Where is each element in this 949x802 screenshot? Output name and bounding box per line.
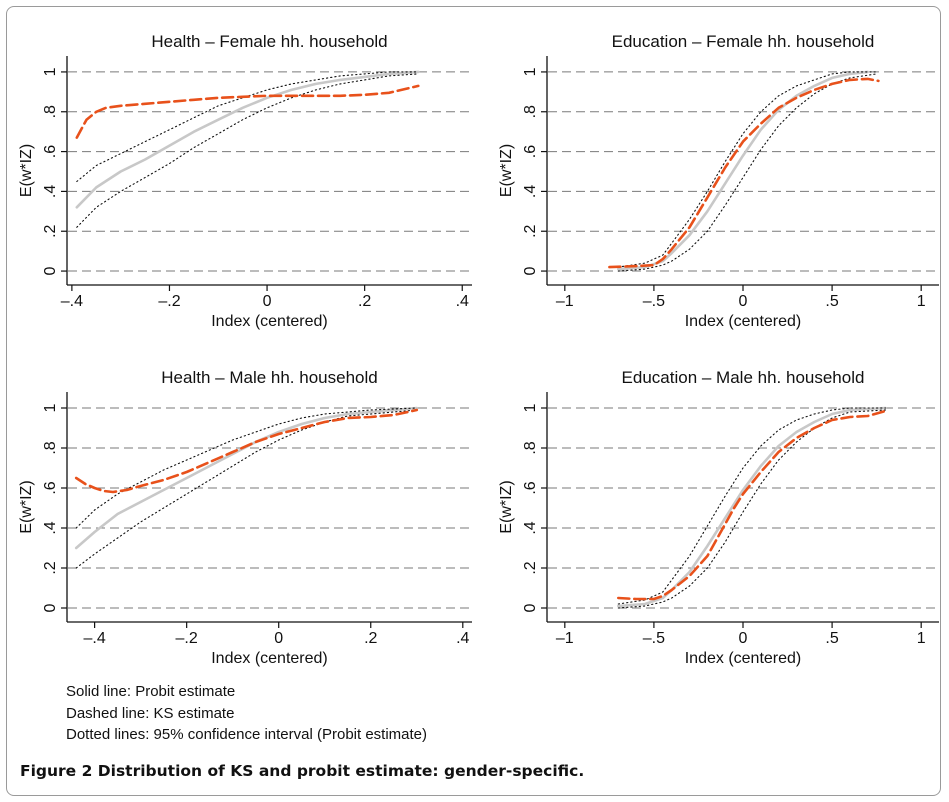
x-tick-label: .5 [825, 293, 838, 310]
x-tick-label: –.4 [83, 630, 105, 647]
x-tick-label: –.2 [176, 630, 198, 647]
y-axis-label: E(w*IZ) [18, 144, 35, 197]
chart-title: Education – Female hh. household [612, 32, 875, 51]
y-tick-label: .6 [522, 145, 539, 158]
x-tick-label: 0 [739, 293, 748, 310]
chart-title: Education – Male hh. household [622, 368, 865, 387]
ci-line-1 [76, 71, 419, 183]
ci-line-1 [617, 71, 878, 268]
x-axis-label: Index (centered) [211, 650, 328, 667]
y-tick-label: .8 [42, 441, 59, 454]
ks-line [74, 408, 419, 494]
note-dotted-lines: Dotted lines: 95% confidence interval (P… [66, 726, 428, 743]
y-tick-label: .4 [42, 185, 59, 198]
x-tick-label: .5 [825, 630, 838, 647]
x-tick-label: –1 [556, 630, 574, 647]
ci-line-2 [75, 409, 418, 569]
figure-frame [6, 6, 941, 796]
y-tick-label: .8 [522, 441, 539, 454]
y-tick-label: 1 [42, 403, 59, 412]
chart-title: Health – Male hh. household [161, 368, 377, 387]
y-tick-label: 1 [522, 403, 539, 412]
x-tick-label: 1 [917, 630, 926, 647]
x-tick-label: –.4 [61, 293, 83, 310]
ci-line-2 [617, 409, 887, 609]
y-tick-label: .8 [522, 105, 539, 118]
y-tick-label: .6 [42, 145, 59, 158]
ks-line [616, 409, 887, 601]
chart-panel-2: Education – Female hh. household 0 .2 .4 .6.… [498, 32, 939, 330]
y-tick-label: .2 [42, 224, 59, 237]
x-tick-label: –.2 [158, 293, 180, 310]
chart-panel-3: Health – Male hh. household 0 .2 .4 .6 .8 1 –.4… [18, 368, 472, 667]
ci-line-1 [617, 407, 887, 605]
ks-line [75, 84, 420, 139]
y-tick-label: .2 [522, 561, 539, 574]
x-axis-label: Index (centered) [685, 313, 802, 330]
y-tick-label: 0 [522, 267, 539, 276]
probit-line [616, 70, 870, 271]
y-tick-label: 1 [42, 67, 59, 76]
probit-line [75, 70, 420, 209]
y-tick-label: 0 [42, 603, 59, 612]
y-axis-label: E(w*IZ) [498, 144, 515, 197]
ci-line-2 [76, 73, 419, 228]
x-tick-label: .4 [456, 293, 469, 310]
ci-line-1 [75, 407, 418, 529]
x-tick-label: 0 [739, 630, 748, 647]
figure-caption: Figure 2 Distribution of KS and probit e… [20, 762, 585, 780]
chart-panel-4: Education – Male hh. household 0 .2 .4 .6 .8 1… [498, 368, 939, 667]
y-tick-label: 1 [522, 67, 539, 76]
y-tick-label: .8 [42, 105, 59, 118]
chart-title: Health – Female hh. household [151, 32, 387, 51]
ci-line-2 [617, 73, 878, 272]
y-tick-label: .6 [522, 481, 539, 494]
x-tick-label: 0 [263, 293, 272, 310]
y-tick-label: 0 [42, 267, 59, 276]
note-solid-line: Solid line: Probit estimate [66, 683, 236, 700]
y-tick-label: .6 [42, 481, 59, 494]
chart-panel-1: Health – Female hh. household 0 .2 .4 .6 .8 1 –… [18, 32, 472, 330]
y-axis-label: E(w*IZ) [498, 480, 515, 533]
probit-line [74, 406, 419, 550]
x-tick-label: –1 [556, 293, 574, 310]
x-tick-label: .4 [456, 630, 469, 647]
probit-line [616, 406, 887, 608]
y-tick-label: .4 [522, 185, 539, 198]
y-axis-label: E(w*IZ) [18, 480, 35, 533]
y-tick-label: .2 [522, 224, 539, 237]
x-tick-label: 0 [274, 630, 283, 647]
y-tick-label: 0 [522, 603, 539, 612]
x-tick-label: .2 [364, 630, 377, 647]
x-tick-label: –.5 [643, 293, 665, 310]
x-tick-label: –.5 [643, 630, 665, 647]
note-dashed-line: Dashed line: KS estimate [66, 704, 235, 722]
y-tick-label: .2 [42, 561, 59, 574]
x-axis-label: Index (centered) [685, 650, 802, 667]
y-tick-label: .4 [42, 521, 59, 534]
legend-notes: Solid line: Probit estimate Dashed line:… [66, 681, 427, 746]
x-tick-label: 1 [917, 293, 926, 310]
y-tick-label: .4 [522, 521, 539, 534]
x-axis-label: Index (centered) [211, 313, 328, 330]
ks-line [608, 77, 880, 269]
x-tick-label: .2 [358, 293, 371, 310]
